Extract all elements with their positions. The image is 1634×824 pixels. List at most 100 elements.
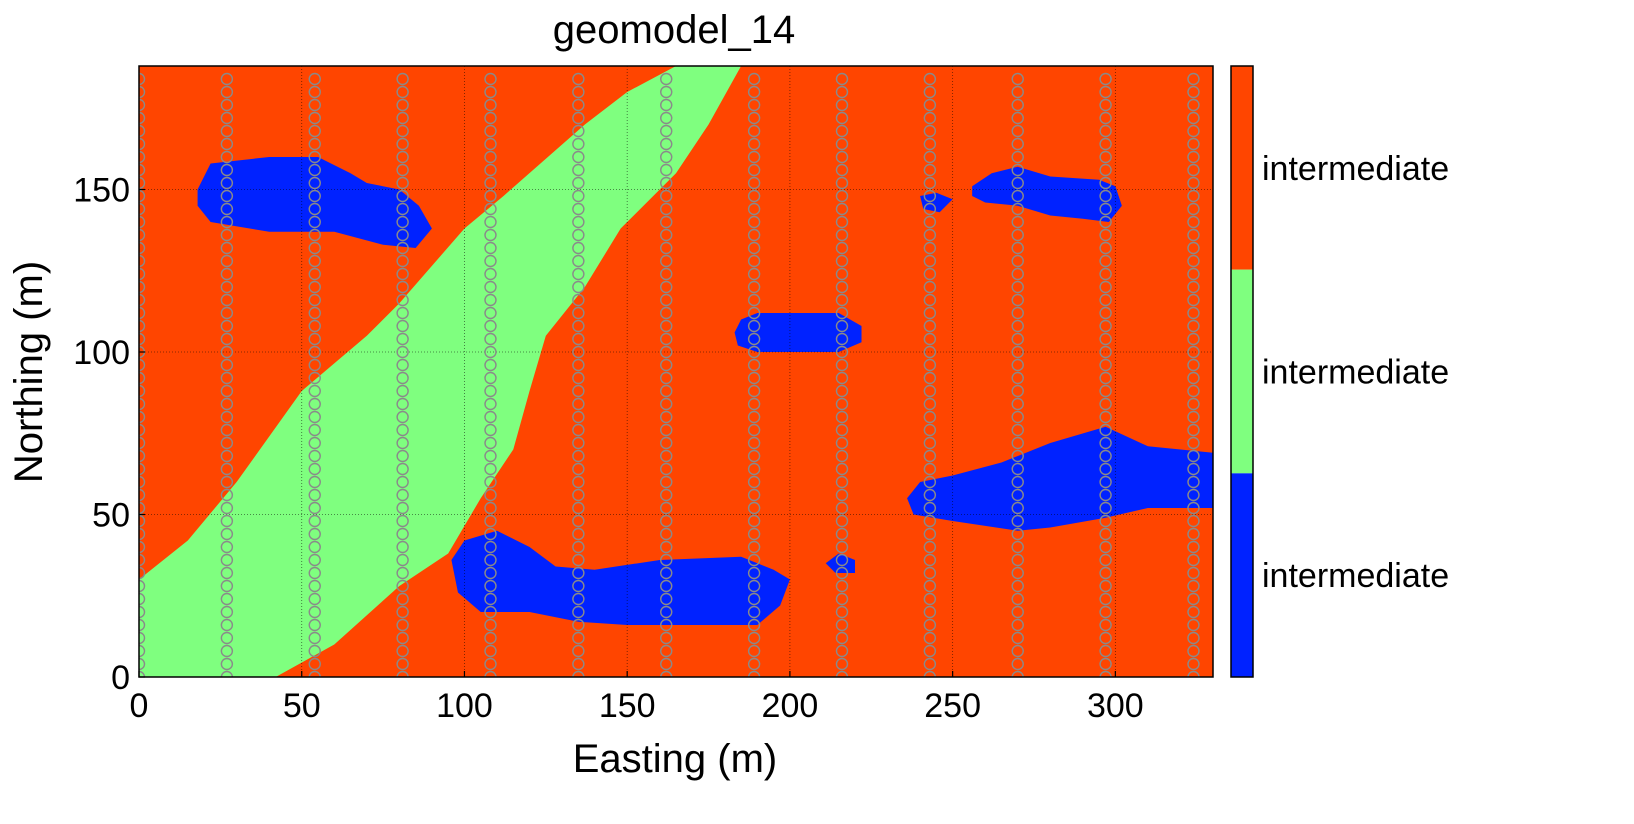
- sample-marker: [484, 579, 497, 593]
- well-7: [660, 72, 673, 677]
- sample-marker: [747, 189, 761, 203]
- sample-marker: [923, 436, 937, 450]
- sample-marker: [396, 176, 409, 190]
- sample-marker: [396, 111, 409, 125]
- sample-marker: [396, 98, 409, 112]
- sample-marker: [923, 670, 937, 677]
- sample-marker: [139, 358, 146, 372]
- sample-marker: [220, 670, 234, 677]
- sample-marker: [484, 150, 497, 164]
- lens-facies-6: [972, 166, 1122, 222]
- sample-marker: [308, 488, 321, 502]
- sample-marker: [923, 475, 937, 489]
- sample-marker: [572, 98, 585, 112]
- sample-marker: [220, 111, 234, 125]
- sample-marker: [660, 475, 673, 489]
- sample-marker: [747, 579, 761, 593]
- sample-marker: [139, 241, 146, 255]
- sample-marker: [835, 553, 849, 567]
- sample-marker: [1011, 72, 1024, 86]
- sample-marker: [220, 202, 234, 216]
- sample-marker: [396, 553, 409, 567]
- sample-marker: [660, 202, 673, 216]
- sample-marker: [747, 241, 761, 255]
- sample-marker: [1011, 137, 1024, 151]
- y-tick-label: 100: [73, 334, 130, 372]
- sample-marker: [220, 98, 234, 112]
- sample-marker: [923, 111, 937, 125]
- sample-marker: [572, 202, 585, 216]
- sample-marker: [1099, 410, 1112, 424]
- well-12: [1099, 72, 1112, 677]
- sample-marker: [1187, 176, 1200, 190]
- lens-facies-5: [920, 192, 953, 213]
- sample-marker: [747, 514, 761, 528]
- sample-marker: [923, 566, 937, 580]
- sample-marker: [308, 111, 321, 125]
- sample-marker: [660, 163, 673, 177]
- sample-marker: [923, 176, 937, 190]
- sample-marker: [1187, 72, 1200, 86]
- sample-marker: [572, 345, 585, 359]
- sample-marker: [572, 319, 585, 333]
- sample-marker: [1011, 306, 1024, 320]
- sample-marker: [835, 423, 849, 437]
- sample-marker: [747, 488, 761, 502]
- sample-marker: [396, 189, 409, 203]
- sample-marker: [1187, 618, 1200, 632]
- sample-marker: [308, 358, 321, 372]
- sample-marker: [396, 540, 409, 554]
- sample-marker: [1187, 124, 1200, 138]
- sample-marker: [923, 306, 937, 320]
- sample-marker: [747, 436, 761, 450]
- sample-marker: [1187, 254, 1200, 268]
- sample-marker: [747, 566, 761, 580]
- sample-marker: [396, 644, 409, 658]
- sample-marker: [747, 202, 761, 216]
- sample-marker: [139, 410, 146, 424]
- sample-marker: [572, 527, 585, 541]
- sample-marker: [747, 631, 761, 645]
- sample-marker: [139, 657, 146, 671]
- sample-marker: [308, 137, 321, 151]
- sample-marker: [1187, 644, 1200, 658]
- sample-marker: [660, 618, 673, 632]
- sample-marker: [747, 293, 761, 307]
- sample-marker: [1099, 579, 1112, 593]
- sample-marker: [835, 618, 849, 632]
- sample-marker: [1011, 657, 1024, 671]
- sample-marker: [747, 462, 761, 476]
- sample-marker: [660, 215, 673, 229]
- sample-marker: [220, 267, 234, 281]
- sample-marker: [1187, 163, 1200, 177]
- sample-marker: [139, 202, 146, 216]
- sample-marker: [484, 553, 497, 567]
- sample-marker: [484, 566, 497, 580]
- sample-marker: [1187, 345, 1200, 359]
- sample-marker: [396, 72, 409, 86]
- sample-marker: [308, 397, 321, 411]
- sample-marker: [1099, 657, 1112, 671]
- sample-marker: [835, 228, 849, 242]
- sample-marker: [308, 410, 321, 424]
- sample-marker: [220, 592, 234, 606]
- sample-marker: [1099, 423, 1112, 437]
- sample-marker: [308, 202, 321, 216]
- sample-marker: [220, 397, 234, 411]
- sample-marker: [396, 462, 409, 476]
- sample-marker: [1011, 644, 1024, 658]
- sample-marker: [660, 631, 673, 645]
- sample-marker: [139, 319, 146, 333]
- sample-marker: [139, 98, 146, 112]
- sample-marker: [1099, 540, 1112, 554]
- sample-marker: [572, 423, 585, 437]
- sample-marker: [747, 592, 761, 606]
- sample-marker: [923, 345, 937, 359]
- sample-marker: [396, 241, 409, 255]
- colorbar-label-3: intermediate: [1262, 557, 1449, 595]
- sample-marker: [835, 501, 849, 515]
- sample-marker: [484, 631, 497, 645]
- sample-marker: [835, 410, 849, 424]
- sample-marker: [308, 462, 321, 476]
- sample-marker: [484, 254, 497, 268]
